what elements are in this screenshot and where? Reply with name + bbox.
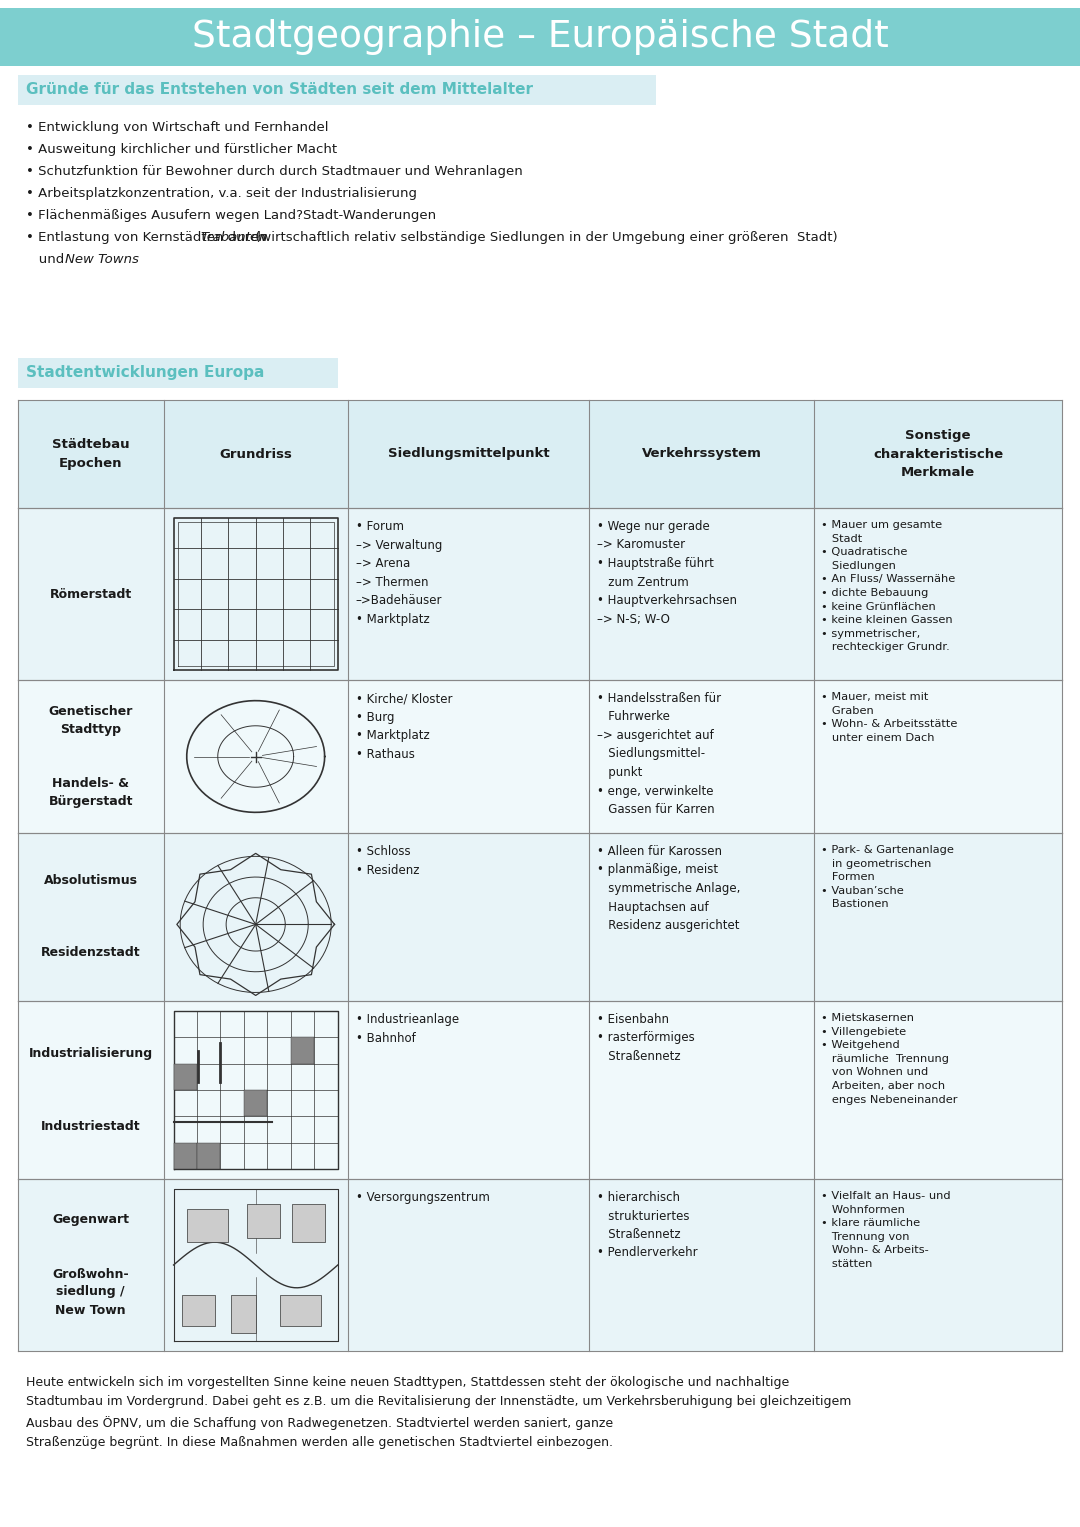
- Text: • Mauer, meist mit
   Graben
• Wohn- & Arbeitsstätte
   unter einem Dach: • Mauer, meist mit Graben • Wohn- & Arbe…: [821, 692, 958, 742]
- Text: • Schutzfunktion für Bewohner durch durch Stadtmauer und Wehranlagen: • Schutzfunktion für Bewohner durch durc…: [26, 165, 523, 179]
- Text: • Entwicklung von Wirtschaft und Fernhandel: • Entwicklung von Wirtschaft und Fernhan…: [26, 121, 328, 134]
- Text: Verkehrssystem: Verkehrssystem: [642, 447, 761, 461]
- Bar: [197, 1142, 220, 1170]
- Text: • Park- & Gartenanlage
   in geometrischen
   Formen
• Vauban’sche
   Bastionen: • Park- & Gartenanlage in geometrischen …: [821, 844, 954, 910]
- Text: Genetischer
Stadttyp


Handels- &
Bürgerstadt: Genetischer Stadttyp Handels- & Bürgerst…: [49, 705, 133, 808]
- Text: • Flächenmäßiges Ausufern wegen Land?Stadt-Wanderungen: • Flächenmäßiges Ausufern wegen Land?Sta…: [26, 209, 436, 221]
- Text: • Mauer um gesamte
   Stadt
• Quadratische
   Siedlungen
• An Fluss/ Wassernähe
: • Mauer um gesamte Stadt • Quadratische …: [821, 521, 956, 652]
- Text: Römerstadt: Römerstadt: [50, 588, 132, 600]
- Bar: [174, 1142, 197, 1170]
- Text: und: und: [26, 253, 68, 266]
- Text: Absolutismus



Residenzstadt: Absolutismus Residenzstadt: [41, 875, 140, 959]
- Text: • Wege nur gerade
–> Karomuster
• Hauptstraße führt
   zum Zentrum
• Hauptverkeh: • Wege nur gerade –> Karomuster • Haupts…: [597, 521, 737, 626]
- Text: Stadtentwicklungen Europa: Stadtentwicklungen Europa: [26, 365, 265, 380]
- Text: Sonstige
charakteristische
Merkmale: Sonstige charakteristische Merkmale: [873, 429, 1003, 478]
- Text: • Kirche/ Kloster
• Burg
• Marktplatz
• Rathaus: • Kirche/ Kloster • Burg • Marktplatz • …: [355, 692, 453, 760]
- Text: Grundriss: Grundriss: [219, 447, 292, 461]
- Text: Städtebau
Epochen: Städtebau Epochen: [52, 438, 130, 469]
- Bar: [181, 1295, 215, 1325]
- Text: Gründe für das Entstehen von Städten seit dem Mittelalter: Gründe für das Entstehen von Städten sei…: [26, 82, 534, 98]
- Bar: [244, 1090, 268, 1116]
- Bar: [174, 1064, 197, 1090]
- Text: • Mietskasernen
• Villengebiete
• Weitgehend
   räumliche  Trennung
   von Wohne: • Mietskasernen • Villengebiete • Weitge…: [821, 1012, 958, 1104]
- Text: • Schloss
• Residenz: • Schloss • Residenz: [355, 844, 419, 876]
- Bar: [18, 75, 656, 105]
- Text: • Vielfalt an Haus- und
   Wohnformen
• klare räumliche
   Trennung von
   Wohn-: • Vielfalt an Haus- und Wohnformen • kla…: [821, 1191, 950, 1269]
- Text: • hierarchisch
   strukturiertes
   Straßennetz
• Pendlerverkehr: • hierarchisch strukturiertes Straßennet…: [597, 1191, 698, 1260]
- Text: • Eisenbahn
• rasterförmiges
   Straßennetz: • Eisenbahn • rasterförmiges Straßennetz: [597, 1012, 694, 1063]
- Bar: [0, 8, 1080, 66]
- Bar: [18, 400, 1062, 508]
- Bar: [247, 1205, 281, 1238]
- Text: Trabanten: Trabanten: [200, 231, 268, 244]
- Bar: [281, 1295, 322, 1325]
- Bar: [18, 1002, 1062, 1179]
- Text: Heute entwickeln sich im vorgestellten Sinne keine neuen Stadttypen, Stattdessen: Heute entwickeln sich im vorgestellten S…: [26, 1376, 851, 1449]
- Text: • Forum
–> Verwaltung
–> Arena
–> Thermen
–>Badehäuser
• Marktplatz: • Forum –> Verwaltung –> Arena –> Therme…: [355, 521, 443, 626]
- Text: • Ausweitung kirchlicher und fürstlicher Macht: • Ausweitung kirchlicher und fürstlicher…: [26, 144, 337, 156]
- Bar: [291, 1037, 314, 1064]
- Text: (wirtschaftlich relativ selbständige Siedlungen in der Umgebung einer größeren  : (wirtschaftlich relativ selbständige Sie…: [251, 231, 837, 244]
- Bar: [18, 1179, 1062, 1351]
- Bar: [18, 357, 338, 388]
- Text: • Alleen für Karossen
• planmäßige, meist
   symmetrische Anlage,
   Hauptachsen: • Alleen für Karossen • planmäßige, meis…: [597, 844, 740, 931]
- Bar: [187, 1209, 228, 1241]
- Bar: [18, 680, 1062, 834]
- Text: New Towns: New Towns: [66, 253, 139, 266]
- Bar: [18, 508, 1062, 680]
- Text: Siedlungsmittelpunkt: Siedlungsmittelpunkt: [388, 447, 549, 461]
- Text: Industrialisierung



Industriestadt: Industrialisierung Industriestadt: [29, 1048, 153, 1133]
- Text: • Versorgungszentrum: • Versorgungszentrum: [355, 1191, 489, 1203]
- Text: • Entlastung von Kernstädten durch: • Entlastung von Kernstädten durch: [26, 231, 270, 244]
- Bar: [231, 1295, 256, 1333]
- Text: • Arbeitsplatzkonzentration, v.a. seit der Industrialisierung: • Arbeitsplatzkonzentration, v.a. seit d…: [26, 186, 417, 200]
- Text: • Industrieanlage
• Bahnhof: • Industrieanlage • Bahnhof: [355, 1012, 459, 1044]
- Text: • Handelsstraßen für
   Fuhrwerke
–> ausgerichtet auf
   Siedlungsmittel-
   pun: • Handelsstraßen für Fuhrwerke –> ausger…: [597, 692, 721, 815]
- Text: Stadtgeographie – Europäische Stadt: Stadtgeographie – Europäische Stadt: [191, 18, 889, 55]
- Bar: [292, 1205, 325, 1241]
- Text: Gegenwart


Großwohn-
siedlung /
New Town: Gegenwart Großwohn- siedlung / New Town: [52, 1214, 130, 1316]
- Bar: [18, 834, 1062, 1002]
